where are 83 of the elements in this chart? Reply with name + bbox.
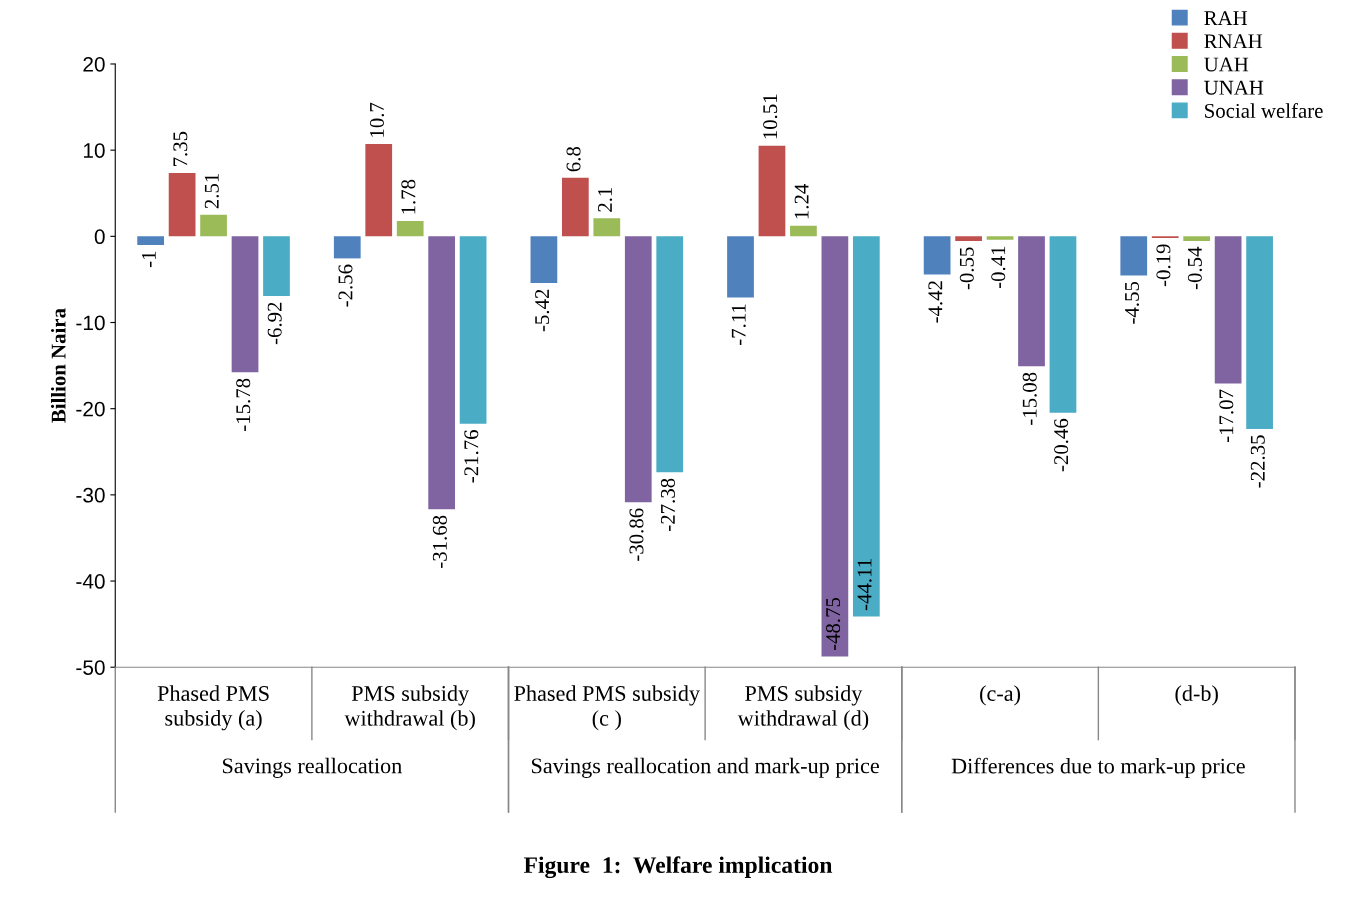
x-tick-label: PMS subsidy withdrawal (d) [737,685,869,731]
bar [986,236,1014,240]
x-tick-label: Phased PMS subsidy (a) [157,685,269,731]
data-label: -6.92 [267,302,282,345]
data-label: 6.8 [566,146,581,172]
data-label: -0.54 [1187,246,1202,290]
bar [790,225,817,237]
bar [1120,236,1148,276]
data-label: -4.55 [1125,281,1140,324]
data-label: -7.11 [731,304,746,345]
data-label: 2.1 [598,187,613,212]
y-tick-label: -20 [76,401,105,417]
data-label: 1.24 [794,183,809,219]
y-tick-label: -40 [76,574,105,589]
bar [852,236,880,617]
data-label: -15.08 [1022,372,1037,425]
bar [459,236,487,424]
y-tick-label: -10 [76,315,105,331]
bar [1246,236,1273,429]
data-label: -48.75 [826,597,841,651]
y-tick-label: 10 [83,143,105,158]
data-label: 1.78 [401,179,416,214]
data-label: -4.42 [928,281,943,323]
bar [137,236,165,245]
y-tick-label: -30 [76,487,105,503]
data-label: 10.51 [763,94,778,139]
data-label: 10.7 [369,102,385,137]
bar [758,145,786,237]
data-label: -5.42 [535,289,550,332]
bar [923,236,951,275]
data-label: -20.46 [1054,418,1069,472]
x-tick-label: (d-b) [1175,685,1218,706]
x-tick-label: PMS subsidy withdrawal (b) [344,685,475,731]
bar [1183,236,1211,241]
data-label: -0.19 [1156,244,1171,287]
data-label: -0.55 [959,247,974,290]
bar [1049,236,1077,413]
y-axis-title: Billion Naira [50,308,66,423]
text: Savings reallocation and mark-up price [531,757,879,778]
legend-label: Social welfare [1205,103,1323,118]
data-label: -17.07 [1219,389,1234,443]
text: Figure 1: Welfare implication [523,856,833,879]
bar [656,236,684,473]
bar [530,236,558,284]
x-tick-label: Phased PMS subsidy (c ) [514,685,700,731]
bar [561,177,589,237]
bar [333,236,361,259]
bar [593,218,621,237]
bar [727,236,754,298]
bar [955,236,982,242]
bar [365,144,393,237]
data-label: -44.11 [857,559,872,611]
data-label: -1 [141,251,156,268]
y-tick-label: -50 [76,660,105,675]
bar [263,236,290,296]
x-tick-label: (c-a) [980,685,1021,706]
legend-label: UAH [1204,57,1249,72]
bar [624,236,652,503]
bar [200,214,227,237]
bar [396,220,424,237]
y-tick-label: 20 [83,56,105,72]
data-label: -15.78 [236,378,251,431]
data-label: -31.68 [432,515,447,568]
legend-label: RNAH [1204,34,1263,49]
data-label: -27.38 [660,478,676,531]
data-label: -0.41 [991,246,1006,289]
bar [168,172,196,237]
legend-label: UNAH [1204,80,1264,95]
data-label: -2.56 [338,264,353,307]
bar [1214,236,1242,384]
data-label: -22.35 [1250,435,1265,488]
legend-label: RAH [1204,11,1248,25]
data-label: 7.35 [173,131,188,167]
data-label: -30.86 [629,508,644,561]
y-tick-label: 0 [94,229,105,245]
bar [428,236,456,510]
text: Differences due to mark-up price [951,757,1245,779]
text: Savings reallocation [222,757,402,778]
bar [231,236,259,373]
bar [821,236,849,657]
data-label: -21.76 [464,430,479,483]
bar [1018,236,1045,367]
data-label: 2.51 [204,173,219,209]
